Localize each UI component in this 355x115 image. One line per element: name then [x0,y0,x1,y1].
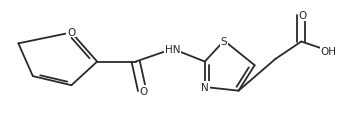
Text: O: O [140,86,148,96]
Text: O: O [67,27,76,37]
Text: O: O [299,11,307,21]
Text: N: N [201,82,209,92]
Text: S: S [221,36,228,46]
Text: OH: OH [321,46,337,56]
Text: HN: HN [165,44,180,54]
